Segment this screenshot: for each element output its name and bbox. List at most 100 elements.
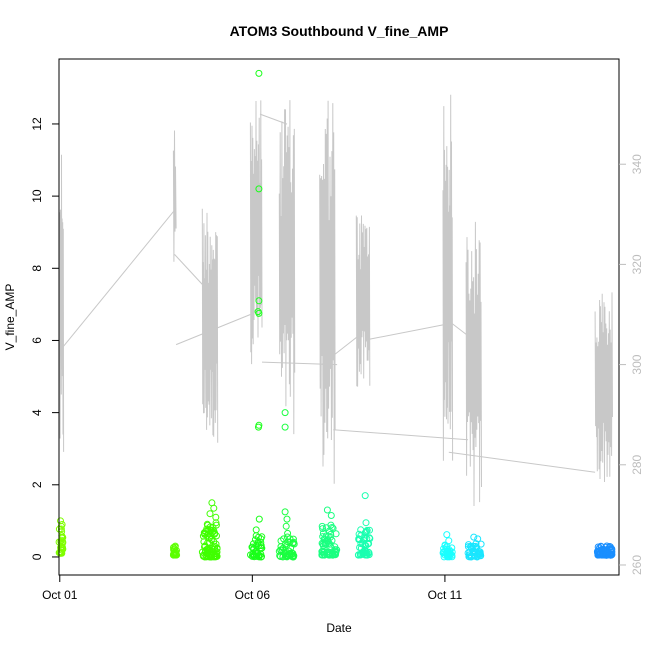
data-point [171,549,179,557]
data-point [329,524,337,532]
data-point [472,540,480,548]
data-point [361,549,369,557]
data-point [476,549,484,557]
data-point [57,517,64,525]
x-axis-label: Date [326,621,352,635]
data-point [253,549,261,557]
data-point [252,526,260,534]
data-point [210,553,218,561]
y-tick-label: 4 [30,409,44,416]
data-point [59,545,67,552]
data-point [474,535,482,543]
y2-tick-label: 320 [630,254,644,274]
data-point [468,545,476,553]
data-point [477,540,485,548]
data-point [207,536,215,544]
data-point [257,541,265,549]
data-point [255,423,262,431]
data-point [445,537,453,545]
data-point [212,513,220,521]
data-point [355,536,363,543]
overlay-connector-1 [62,208,176,348]
data-point [170,551,178,559]
overlay-burst-8 [442,94,454,461]
data-point [281,540,289,548]
data-point [443,531,451,539]
data-point [283,515,291,523]
data-point [284,552,292,560]
overlay-connector-11 [321,334,361,365]
data-point [442,550,450,558]
data-point [281,508,289,516]
data-point [57,522,65,530]
x-axis: Oct 01 Oct 06 Oct 11 [42,575,462,602]
x-tick-label: Oct 06 [235,588,271,602]
overlay-burst-3 [201,208,219,443]
data-point [258,544,266,552]
x-tick-label: Oct 01 [42,588,78,602]
data-point [255,553,263,561]
data-point [212,540,220,548]
data-point [598,545,606,553]
data-point [357,526,365,534]
y-tick-label: 12 [30,117,44,131]
data-point [200,538,208,546]
y-tick-label: 8 [30,265,44,272]
y2-tick-label: 300 [630,354,644,374]
data-point [284,529,292,537]
data-point [322,532,330,540]
data-point [328,537,336,544]
data-point [470,533,478,541]
data-point [255,515,263,523]
data-point [57,548,64,556]
data-point [319,533,327,541]
y-axis-label: V_fine_AMP [3,284,17,351]
data-point [327,512,335,519]
data-point [255,297,263,305]
overlay-connector-2 [174,254,203,285]
y-axis-right: 260 280 300 320 340 [619,154,644,575]
overlay-connector-9 [446,319,480,345]
data-point [596,549,604,557]
data-point [365,534,373,542]
plot-frame [58,58,620,576]
data-point [319,525,327,533]
data-point [603,542,611,550]
data-point [201,542,209,550]
data-point [282,522,290,530]
data-point [279,544,287,552]
data-point [321,550,329,558]
y2-tick-label: 280 [630,454,644,474]
data-point [206,510,214,518]
overlay-burst-9 [465,221,482,507]
data-point [252,552,260,560]
overlay-burst-6 [319,100,336,484]
data-point [322,540,329,548]
data-point [332,548,340,555]
overlay-burst-7 [355,215,371,387]
data-point [210,538,218,546]
y-tick-label: 6 [30,337,44,344]
data-point [57,525,65,533]
data-point [281,409,289,417]
data-point [283,551,291,559]
overlay-connector-10 [448,451,596,473]
data-point [606,543,614,551]
overlay-connector-7 [333,429,469,441]
y2-tick-label: 340 [630,154,644,174]
overlay-connector-5 [261,361,338,366]
overlay-burst-10 [594,292,613,483]
overlay-burst-4 [249,100,263,365]
data-point [203,520,211,528]
data-point [255,309,263,317]
data-point [276,552,284,560]
data-point [606,551,614,559]
y-tick-label: 2 [30,481,44,488]
data-point [332,530,340,538]
data-point [328,524,336,531]
overlay-burst-5 [278,100,296,435]
data-point [211,551,219,559]
data-point [252,548,260,556]
overlay-burst-2 [172,130,177,262]
scatter-points [55,69,616,561]
